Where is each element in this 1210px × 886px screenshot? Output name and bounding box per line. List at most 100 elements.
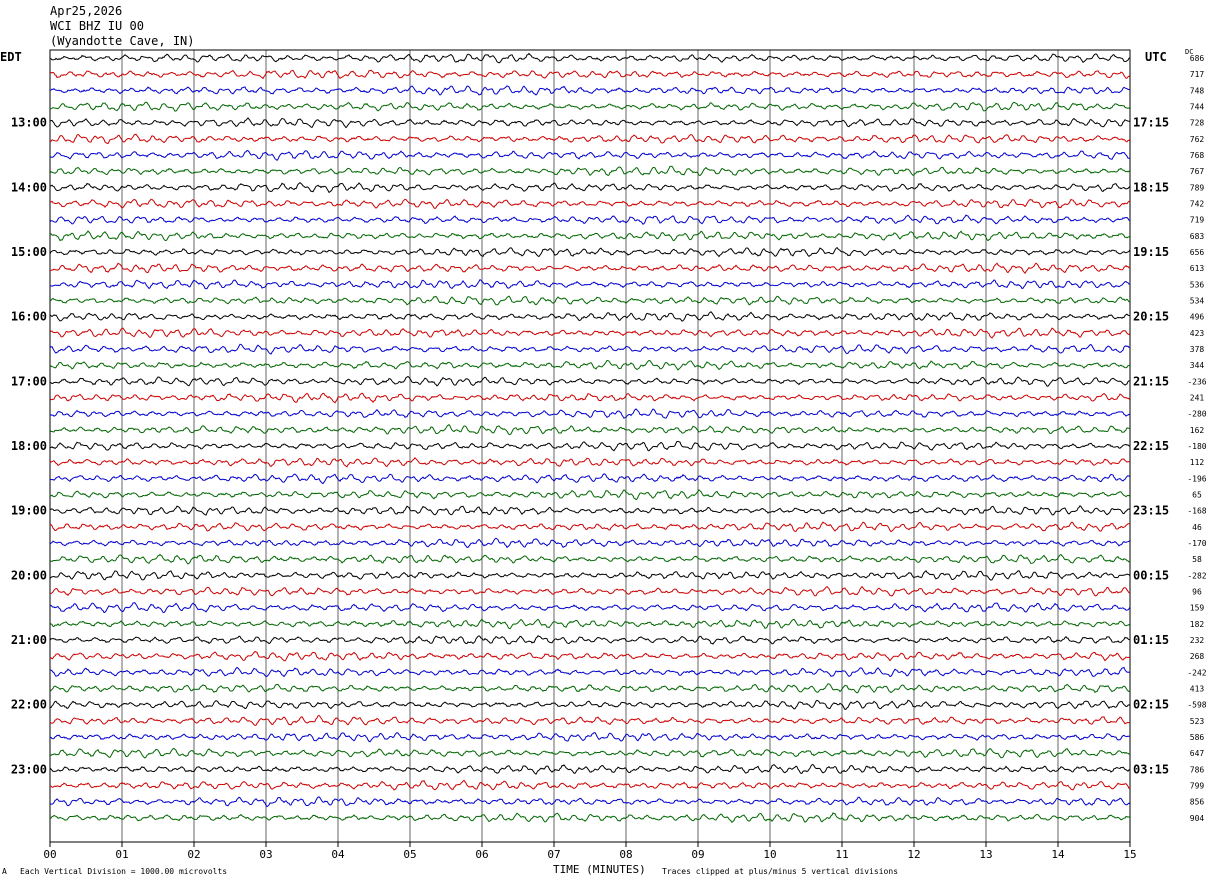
x-tick-label: 02: [187, 848, 200, 861]
seismic-trace: [50, 733, 1130, 742]
dc-offset-label: 856: [1190, 798, 1205, 807]
dc-offset-label: 159: [1190, 604, 1205, 613]
dc-offset-label: 413: [1190, 684, 1205, 693]
x-tick-label: 09: [691, 848, 704, 861]
right-hour-label: 00:15: [1133, 568, 1169, 582]
dc-offset-label: 904: [1190, 814, 1205, 823]
dc-offset-label: -280: [1187, 410, 1206, 419]
seismic-trace: [50, 490, 1130, 500]
dc-offset-label: 719: [1190, 216, 1205, 225]
right-hour-label: 18:15: [1133, 180, 1169, 194]
dc-offset-label: -282: [1187, 571, 1206, 580]
seismic-trace: [50, 700, 1130, 709]
dc-offset-label: -242: [1187, 668, 1206, 677]
seismic-trace: [50, 684, 1130, 693]
seismic-trace: [50, 248, 1130, 257]
seismic-trace: [50, 603, 1130, 613]
seismic-trace: [50, 296, 1130, 305]
seismic-trace: [50, 344, 1130, 354]
seismic-trace: [50, 361, 1130, 370]
seismic-trace: [50, 280, 1130, 289]
left-hour-label: 21:00: [11, 633, 47, 647]
right-hour-label: 17:15: [1133, 116, 1169, 130]
right-hour-label: 22:15: [1133, 439, 1169, 453]
seismic-trace: [50, 522, 1130, 531]
x-tick-label: 14: [1051, 848, 1065, 861]
dc-offset-label: 786: [1190, 765, 1205, 774]
seismic-trace: [50, 409, 1130, 418]
right-hour-label: 01:15: [1133, 633, 1169, 647]
seismic-trace: [50, 587, 1130, 596]
x-tick-label: 07: [547, 848, 560, 861]
seismic-trace: [50, 538, 1130, 547]
seismic-trace: [50, 166, 1130, 175]
x-tick-label: 15: [1123, 848, 1136, 861]
left-hour-label: 15:00: [11, 245, 47, 259]
scale-note: Each Vertical Division = 1000.00 microvo…: [20, 867, 227, 876]
x-tick-label: 04: [331, 848, 345, 861]
seismic-trace: [50, 667, 1130, 676]
seismic-trace: [50, 215, 1130, 224]
seismic-trace: [50, 813, 1130, 822]
dc-offset-label: 744: [1190, 103, 1205, 112]
left-hour-label: 23:00: [11, 762, 47, 776]
seismic-trace: [50, 393, 1130, 403]
seismic-trace: [50, 328, 1130, 338]
x-axis-title: TIME (MINUTES): [553, 863, 646, 876]
corner-mark: A: [2, 867, 7, 876]
x-tick-label: 12: [907, 848, 920, 861]
seismic-trace: [50, 458, 1130, 467]
seismic-trace: [50, 86, 1130, 95]
left-hour-label: 13:00: [11, 116, 47, 130]
dc-offset-label: 96: [1192, 587, 1202, 596]
x-tick-label: 06: [475, 848, 488, 861]
dc-offset-label: 378: [1190, 345, 1205, 354]
x-tick-label: 08: [619, 848, 632, 861]
dc-offset-label: -598: [1187, 701, 1206, 710]
seismic-trace: [50, 619, 1130, 628]
seismic-trace: [50, 765, 1130, 775]
clip-note: Traces clipped at plus/minus 5 vertical …: [662, 867, 898, 876]
dc-offset-label: 112: [1190, 458, 1205, 467]
dc-offset-label: 344: [1190, 361, 1205, 370]
dc-offset-label: 241: [1190, 394, 1205, 403]
seismic-trace: [50, 183, 1130, 193]
right-hour-label: 02:15: [1133, 698, 1169, 712]
left-hour-label: 19:00: [11, 504, 47, 518]
dc-offset-label: 182: [1190, 620, 1205, 629]
seismic-trace: [50, 151, 1130, 161]
dc-offset-label: 742: [1190, 200, 1205, 209]
dc-offset-label: 768: [1190, 151, 1205, 160]
dc-offset-label: 613: [1190, 264, 1205, 273]
dc-offset-label: 647: [1190, 749, 1205, 758]
dc-offset-label: 656: [1190, 248, 1205, 257]
seismic-trace: [50, 554, 1130, 564]
seismic-trace: [50, 53, 1130, 62]
seismic-trace: [50, 715, 1130, 725]
dc-offset-label: 586: [1190, 733, 1205, 742]
dc-offset-label: 717: [1190, 70, 1205, 79]
seismic-trace: [50, 748, 1130, 758]
seismic-trace: [50, 199, 1130, 208]
dc-offset-label: 799: [1190, 781, 1205, 790]
x-tick-label: 11: [835, 848, 848, 861]
dc-offset-label: 46: [1192, 523, 1202, 532]
seismic-trace: [50, 263, 1130, 273]
dc-offset-label: 686: [1190, 54, 1205, 63]
seismic-trace: [50, 134, 1130, 143]
seismic-trace: [50, 780, 1130, 790]
seismic-trace: [50, 425, 1130, 435]
right-hour-label: 19:15: [1133, 245, 1169, 259]
dc-offset-label: 683: [1190, 232, 1205, 241]
x-tick-label: 00: [43, 848, 56, 861]
left-hour-label: 16:00: [11, 310, 47, 324]
seismic-trace: [50, 118, 1130, 128]
left-hour-label: 18:00: [11, 439, 47, 453]
dc-offset-label: 789: [1190, 183, 1205, 192]
dc-offset-label: 232: [1190, 636, 1205, 645]
seismic-trace: [50, 441, 1130, 450]
x-tick-label: 05: [403, 848, 416, 861]
dc-offset-label: -170: [1187, 539, 1206, 548]
dc-offset-label: -180: [1187, 442, 1206, 451]
right-hour-label: 23:15: [1133, 504, 1169, 518]
